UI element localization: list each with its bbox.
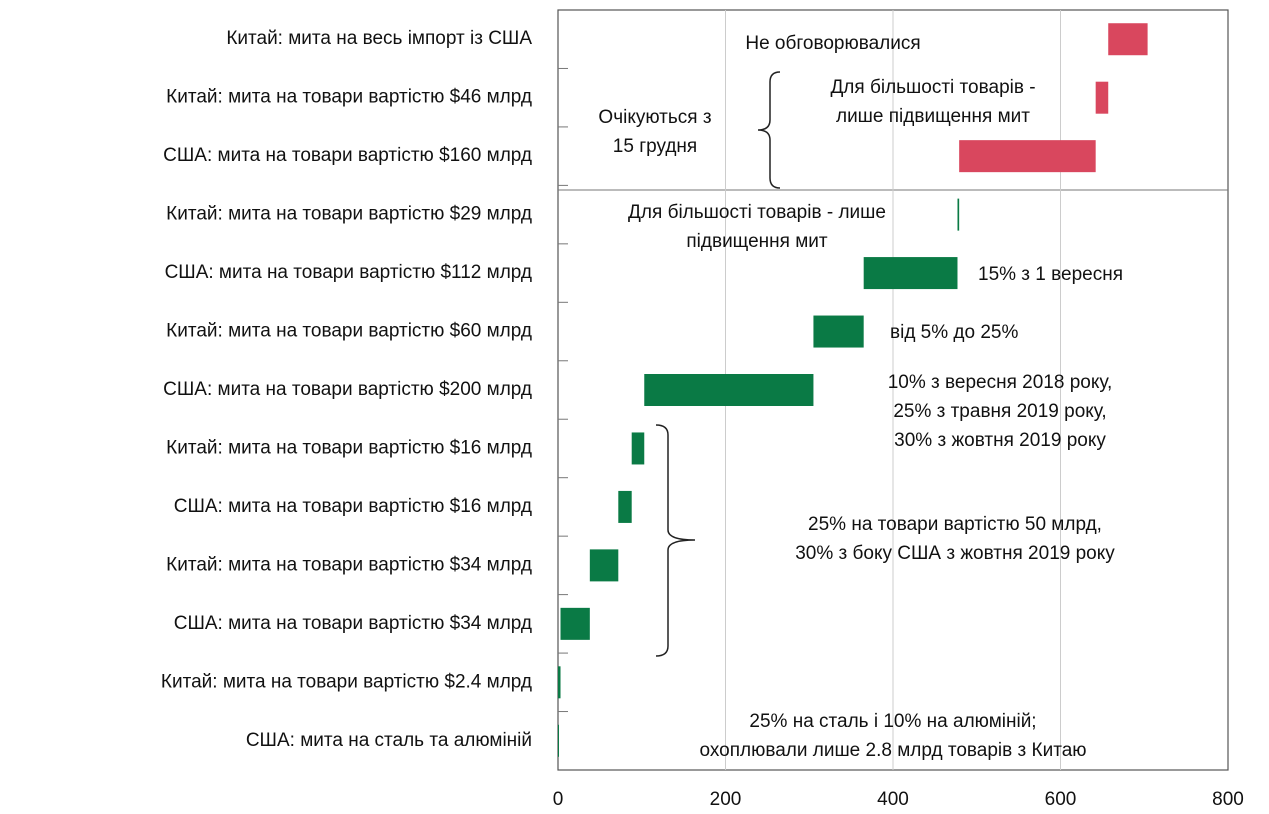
bar	[631, 432, 645, 465]
x-tick-label: 0	[553, 789, 564, 810]
bar	[1108, 23, 1148, 56]
bar	[644, 374, 814, 406]
bar	[560, 607, 590, 640]
y-tick-label: Китай: мита на товари вартістю $29 млрд	[166, 204, 532, 225]
x-tick-label: 800	[1212, 789, 1244, 810]
y-tick-label: США: мита на товари вартістю $160 млрд	[163, 145, 532, 166]
y-tick-label: Китай: мита на товари вартістю $16 млрд	[166, 437, 532, 458]
x-tick-label: 200	[710, 789, 742, 810]
y-tick-label: Китай: мита на весь імпорт із США	[226, 28, 532, 49]
annotation: Для більшості товарів -	[830, 77, 1035, 98]
annotation: лише підвищення мит	[836, 106, 1030, 127]
bar	[957, 198, 960, 231]
annotation: 30% з жовтня 2019 року	[894, 430, 1106, 451]
brace	[757, 71, 781, 189]
annotation: від 5% до 25%	[890, 322, 1018, 343]
y-tick-label: США: мита на сталь та алюміній	[246, 730, 532, 751]
y-tick-label: США: мита на товари вартістю $200 млрд	[163, 379, 532, 400]
y-tick-label: Китай: мита на товари вартістю $60 млрд	[166, 321, 532, 342]
annotation: 10% з вересня 2018 року,	[888, 372, 1113, 393]
annotation: 25% на сталь і 10% на алюміній;	[749, 711, 1036, 732]
y-tick-label: Китай: мита на товари вартістю $2.4 млрд	[161, 671, 532, 692]
annotation: підвищення мит	[686, 231, 828, 252]
annotation: 25% на товари вартістю 50 млрд,	[808, 514, 1102, 535]
annotation: 30% з боку США з жовтня 2019 року	[795, 543, 1115, 564]
y-tick-label: США: мита на товари вартістю $34 млрд	[174, 613, 532, 634]
bar	[863, 257, 958, 290]
annotation: 25% з травня 2019 року,	[893, 401, 1106, 422]
annotation: охоплювали лише 2.8 млрд товарів з Китаю	[699, 740, 1086, 761]
y-tick-label: Китай: мита на товари вартістю $34 млрд	[166, 554, 532, 575]
annotation: Не обговорювалися	[745, 33, 920, 54]
bar	[618, 490, 632, 523]
brace	[655, 424, 696, 657]
x-tick-label: 400	[877, 789, 909, 810]
y-tick-label: США: мита на товари вартістю $112 млрд	[165, 262, 532, 283]
annotation: 15 грудня	[613, 136, 697, 157]
annotation: 15% з 1 вересня	[978, 264, 1123, 285]
annotation: Для більшості товарів - лише	[628, 202, 886, 223]
bar	[589, 549, 619, 582]
bar	[813, 315, 864, 348]
x-tick-label: 600	[1045, 789, 1077, 810]
bar	[558, 724, 559, 757]
bar	[959, 140, 1096, 173]
annotation: Очікуються з	[598, 107, 711, 128]
y-tick-label: Китай: мита на товари вартістю $46 млрд	[166, 87, 532, 108]
y-tick-label: США: мита на товари вартістю $16 млрд	[174, 496, 532, 517]
bar	[558, 666, 561, 699]
bar	[1095, 81, 1109, 114]
